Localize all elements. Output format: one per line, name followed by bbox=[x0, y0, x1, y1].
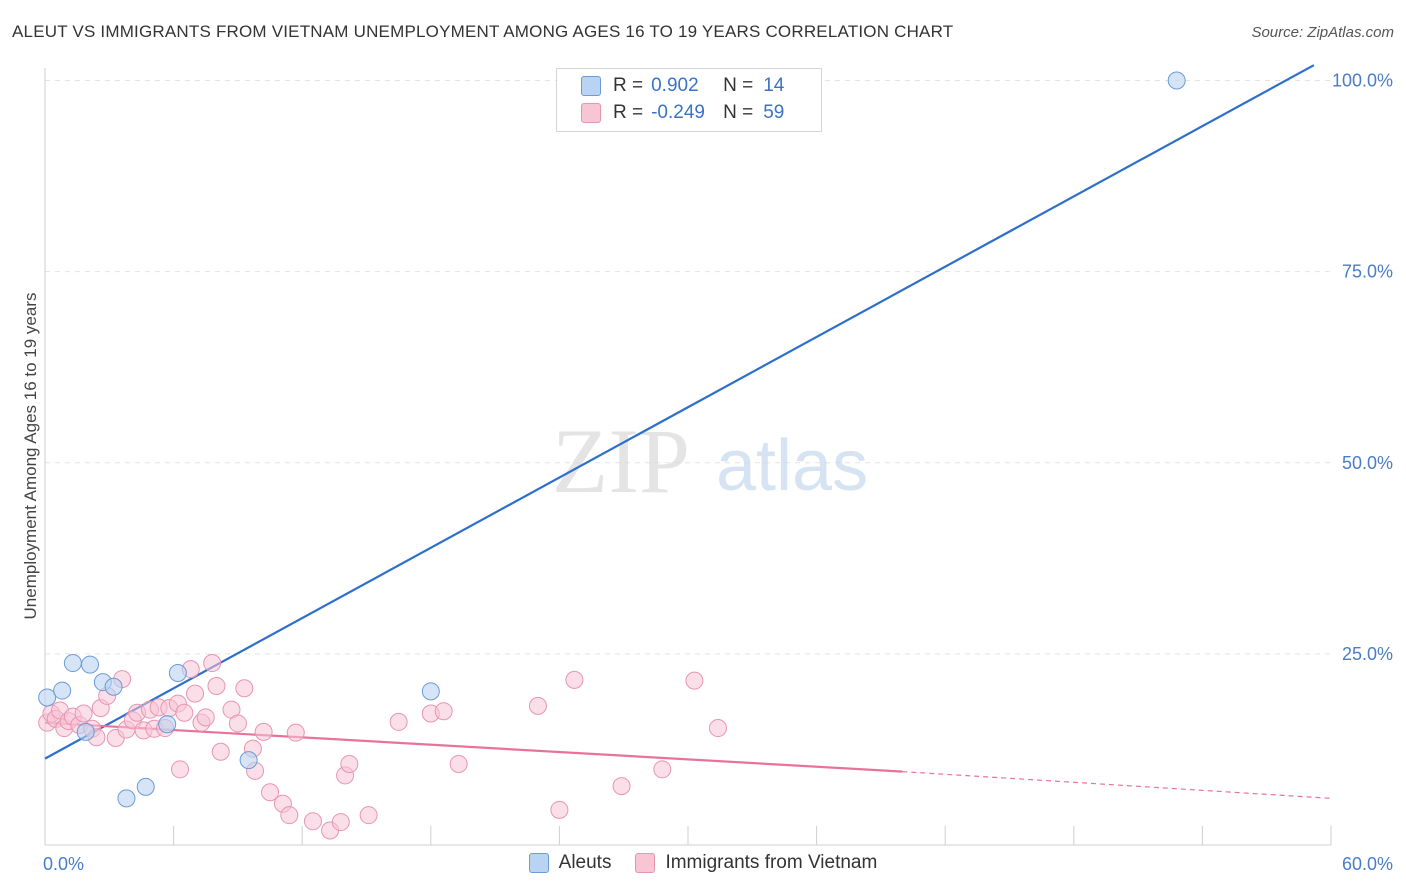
r-label: R = bbox=[613, 75, 644, 96]
vietnam-point bbox=[196, 708, 215, 727]
n-value: 59 bbox=[763, 102, 785, 123]
r-label: R = bbox=[613, 102, 644, 123]
vietnam-point bbox=[175, 703, 194, 722]
aleuts-point bbox=[117, 789, 136, 808]
legend-label-vietnam: Immigrants from Vietnam bbox=[665, 852, 878, 873]
blue-swatch bbox=[528, 853, 549, 873]
vietnam-point bbox=[261, 783, 280, 802]
source-label: Source: ZipAtlas.com bbox=[1251, 24, 1394, 41]
series-legend: Aleuts Immigrants from Vietnam bbox=[0, 852, 1406, 874]
chart-title: ALEUT VS IMMIGRANTS FROM VIETNAM UNEMPLO… bbox=[12, 22, 954, 41]
vietnam-point bbox=[550, 800, 569, 819]
trend-layer bbox=[44, 64, 1332, 799]
correlation-legend: R = 0.902 N = 14 R = -0.249 N = 59 bbox=[556, 68, 822, 132]
n-label: N = bbox=[723, 75, 754, 96]
aleuts-point bbox=[239, 751, 258, 770]
vietnam-point bbox=[186, 684, 205, 703]
grid-layer bbox=[45, 80, 1331, 655]
aleuts-point bbox=[1167, 71, 1186, 90]
aleuts-point bbox=[63, 654, 82, 673]
legend-item-vietnam[interactable]: Immigrants from Vietnam bbox=[635, 852, 877, 874]
vietnam-point bbox=[207, 676, 226, 695]
aleuts-point bbox=[104, 677, 123, 696]
vietnam-point bbox=[449, 754, 468, 773]
watermark-zip: ZIP bbox=[552, 410, 690, 512]
aleuts-point bbox=[421, 682, 440, 701]
pink-swatch bbox=[581, 103, 601, 123]
aleuts-point bbox=[136, 777, 155, 796]
legend-row-vietnam: R = -0.249 N = 59 bbox=[581, 101, 784, 125]
vietnam-point bbox=[235, 679, 254, 698]
legend-label-aleuts: Aleuts bbox=[558, 852, 612, 873]
vietnam-point bbox=[74, 704, 93, 723]
vietnam-point bbox=[685, 671, 704, 690]
vietnam-point bbox=[389, 712, 408, 731]
vietnam-point bbox=[528, 696, 547, 715]
vietnam-point bbox=[203, 654, 222, 673]
aleuts-point bbox=[158, 715, 177, 734]
aleuts-point bbox=[168, 663, 187, 682]
x-tick-label: 0.0% bbox=[43, 854, 84, 874]
vietnam-point bbox=[434, 702, 453, 721]
vietnam-point bbox=[359, 806, 378, 825]
y-tick-label: 25.0% bbox=[1342, 644, 1393, 664]
y-tick-label: 75.0% bbox=[1342, 262, 1393, 282]
aleuts-point bbox=[81, 655, 100, 674]
vietnam-point bbox=[303, 812, 322, 831]
vietnam-trend-line bbox=[44, 721, 903, 773]
r-value: -0.249 bbox=[651, 102, 705, 123]
vietnam-point bbox=[612, 777, 631, 796]
vietnam-point bbox=[709, 719, 728, 738]
aleuts-point bbox=[38, 688, 57, 707]
aleuts-point bbox=[76, 722, 95, 741]
blue-swatch bbox=[581, 76, 601, 96]
vietnam-point bbox=[653, 760, 672, 779]
vietnam-point bbox=[331, 813, 350, 832]
pink-swatch bbox=[635, 853, 656, 873]
vietnam-point bbox=[340, 754, 359, 773]
axis-layer: 25.0% 50.0% 75.0% 100.0% 0.0% 60.0% bbox=[43, 68, 1393, 874]
n-value: 14 bbox=[763, 75, 785, 96]
legend-item-aleuts[interactable]: Aleuts bbox=[528, 852, 612, 874]
points-layer bbox=[38, 71, 1186, 840]
vietnam-point bbox=[228, 714, 247, 733]
y-tick-label: 50.0% bbox=[1342, 453, 1393, 473]
vietnam-point bbox=[171, 760, 190, 779]
vietnam-point bbox=[280, 806, 299, 825]
vietnam-point bbox=[286, 723, 305, 742]
r-value: 0.902 bbox=[651, 75, 699, 96]
n-label: N = bbox=[723, 102, 754, 123]
vietnam-point bbox=[254, 722, 273, 741]
vietnam-point bbox=[565, 670, 584, 689]
y-tick-label: 100.0% bbox=[1332, 71, 1393, 91]
y-axis-title: Unemployment Among Ages 16 to 19 years bbox=[21, 293, 40, 620]
aleuts-trend-line bbox=[44, 64, 1315, 760]
x-tick-label: 60.0% bbox=[1342, 854, 1393, 874]
watermark-atlas: atlas bbox=[716, 426, 868, 506]
legend-row-aleuts: R = 0.902 N = 14 bbox=[581, 74, 784, 98]
aleuts-point bbox=[53, 681, 72, 700]
vietnam-point bbox=[211, 742, 230, 761]
vietnam-trend-extension bbox=[902, 771, 1332, 799]
